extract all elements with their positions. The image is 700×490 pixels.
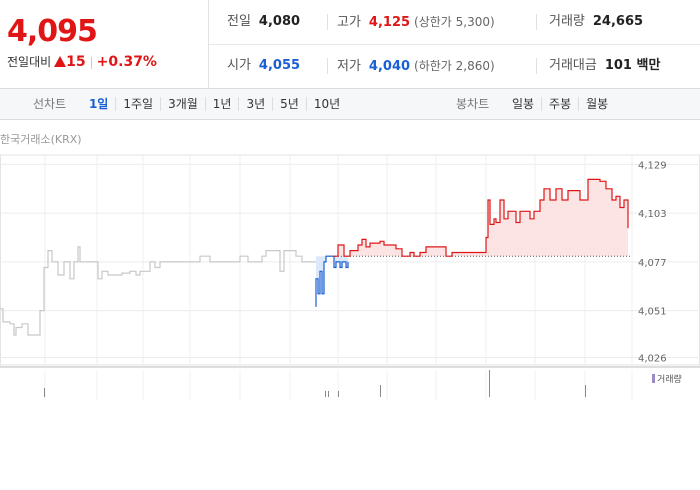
open-price: 시가 4,055 [227,58,301,73]
y-tick-label: 4,077 [638,258,667,269]
y-tick-label: 4,129 [638,160,667,171]
candle-chart-label: 봉차트 [456,97,490,111]
period-button-1[interactable]: 1주일 [115,97,161,111]
day-low: 저가 4,040 (하한가 2,860) [337,59,495,74]
divider [90,56,92,69]
volume: 거래량 24,665 [549,14,644,29]
volume-bar-5 [489,370,490,397]
volume-legend-swatch [652,374,655,383]
price-chart: 4,129 4,103 4,077 4,051 4,026 거래량 [0,154,700,400]
period-button-0[interactable]: 1일 [88,97,109,111]
quote-panel: 4,095 전일대비 15 +0.37% 전일 4,080 고가 4,125 (상한가 5… [0,0,700,89]
up-line [334,178,629,257]
divider [536,14,537,30]
price-box: 4,095 전일대비 15 +0.37% [0,0,209,88]
down-line [315,255,349,307]
y-tick-label: 4,103 [638,209,667,220]
line-chart-label: 선차트 [33,97,67,111]
divider [536,58,537,74]
change-percent: +0.37% [96,54,157,70]
volume-bar-4 [380,385,381,397]
change-label: 전일대비 [7,55,52,69]
chart-period-bar: 선차트 1일 1주일 3개월 1년 3년 5년 10년 봉차트 일봉 주봉 월봉 [0,89,700,120]
period-button-6[interactable]: 10년 [305,97,348,111]
turnover: 거래대금 101 백만 [549,58,661,73]
candle-button-1[interactable]: 주봉 [541,97,579,111]
divider [327,58,328,74]
prev-close: 전일 4,080 [227,14,301,29]
volume-bar-0 [44,388,45,397]
volume-bar-6 [585,385,586,397]
premarket-line [0,246,316,336]
day-high: 고가 4,125 (상한가 5,300) [337,15,495,30]
price-change: 전일대비 15 +0.37% [7,53,157,70]
down-area-fill [316,256,348,307]
volume-bar-1 [325,391,326,397]
change-amount: 15 [66,54,86,70]
up-triangle-icon [54,56,67,67]
divider [327,14,328,30]
candle-chart-periods: 봉차트 일봉 주봉 월봉 [456,89,616,119]
y-tick-label: 4,051 [638,307,667,318]
period-button-5[interactable]: 5년 [272,97,306,111]
period-button-2[interactable]: 3개월 [160,97,205,111]
up-area-fill [334,179,628,257]
period-button-3[interactable]: 1년 [204,97,239,111]
y-tick-label: 4,026 [638,354,667,365]
volume-bar-2 [328,391,329,397]
quote-row-1: 전일 4,080 고가 4,125 (상한가 5,300) 거래량 24,665 [209,0,700,45]
volume-legend-label: 거래량 [657,373,682,385]
period-button-4[interactable]: 3년 [238,97,273,111]
candle-button-2[interactable]: 월봉 [578,97,616,111]
candle-button-0[interactable]: 일봉 [511,97,535,111]
volume-bar-3 [338,391,339,397]
line-chart-periods: 선차트 1일 1주일 3개월 1년 3년 5년 10년 [33,89,348,119]
current-price: 4,095 [7,14,98,49]
exchange-label: 한국거래소(KRX) [0,133,82,146]
quote-row-2: 시가 4,055 저가 4,040 (하한가 2,860) 거래대금 101 백만 [209,44,700,88]
